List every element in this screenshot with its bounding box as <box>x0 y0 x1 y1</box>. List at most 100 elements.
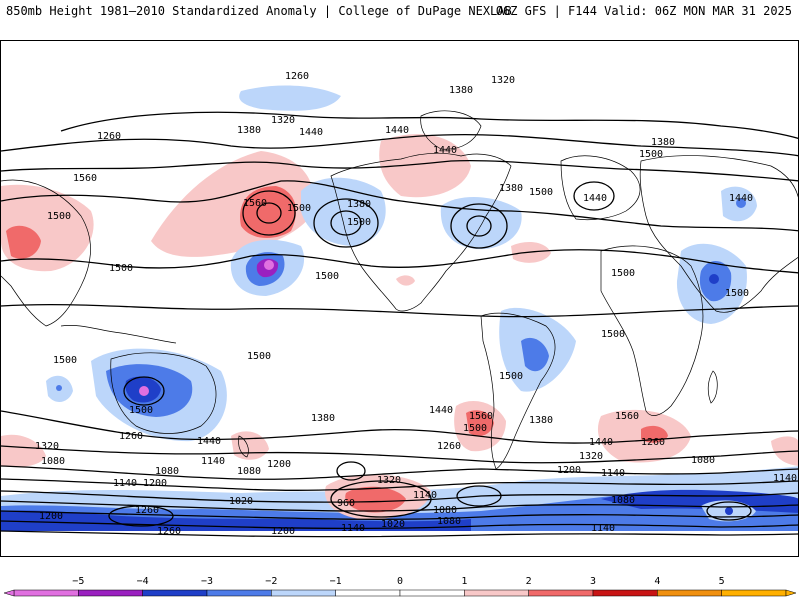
south-atlantic-strong-positive <box>466 410 494 436</box>
contour-1560-south <box>1 410 798 444</box>
contour-label: 1500 <box>53 355 77 366</box>
colorbar-segment <box>592 589 658 597</box>
colorbar-segment <box>721 589 787 597</box>
contour-west-antarctic-low <box>108 505 174 527</box>
contour-1080-south <box>1 530 798 538</box>
contour-label: 1140 <box>341 523 365 534</box>
colorbar-tick-label: 5 <box>719 576 725 587</box>
contour-label: 1080 <box>155 466 179 477</box>
colorbar-segment <box>206 589 272 597</box>
contour-label: 1500 <box>611 268 635 279</box>
north-america-negative <box>440 196 522 250</box>
east-siberia-strong-positive <box>6 225 41 259</box>
contour-label: 1500 <box>129 405 153 416</box>
anomaly-shading <box>1 85 798 556</box>
contour-label: 1500 <box>463 423 487 434</box>
contour-1440-south <box>1 465 798 480</box>
colorbar-tick-label: 3 <box>590 576 596 587</box>
contour-label: 1380 <box>347 199 371 210</box>
contour-label: 1320 <box>377 475 401 486</box>
contour-label: 1500 <box>725 288 749 299</box>
northeast-asia-low-center <box>736 198 746 208</box>
contour-label: 1260 <box>641 437 665 448</box>
contour-label: 1140 <box>113 478 137 489</box>
contour-1440-north <box>1 180 798 232</box>
indonesia-coast <box>60 325 177 344</box>
contour-label: 1200 <box>267 459 291 470</box>
contour-label: 1380 <box>529 415 553 426</box>
contour-label: 1380 <box>311 413 335 424</box>
colorbar-tick-label: −1 <box>330 576 342 587</box>
contour-label: 1320 <box>35 441 59 452</box>
contour-south-pacific-low <box>330 480 432 518</box>
contour-label: 1200 <box>143 478 167 489</box>
contour-label: 1500 <box>499 371 523 382</box>
contour-hudson-low-inner <box>466 215 492 237</box>
contour-label: 1440 <box>433 145 457 156</box>
contour-1200-south <box>1 510 798 520</box>
contour-label: 1440 <box>197 436 221 447</box>
contour-1500-south <box>1 445 798 464</box>
colorbar-segment <box>142 589 208 597</box>
contour-alaska-low-inner <box>330 210 362 236</box>
contour-label: 960 <box>337 498 355 509</box>
subtropical-pacific-low-center <box>264 260 274 270</box>
contour-label: 1260 <box>157 526 181 537</box>
contour-label: 1380 <box>651 137 675 148</box>
contour-label: 1500 <box>315 271 339 282</box>
contour-label: 1560 <box>469 411 493 422</box>
contour-label: 1500 <box>347 217 371 228</box>
contour-label: 1500 <box>47 211 71 222</box>
colorbar-tick-label: 0 <box>397 576 403 587</box>
colorbar-tick-label: −5 <box>72 576 84 587</box>
contour-label: 1140 <box>591 523 615 534</box>
colorbar-segment <box>13 589 79 597</box>
contour-label: 1500 <box>601 329 625 340</box>
contour-label: 1260 <box>285 71 309 82</box>
contour-label: 1440 <box>385 125 409 136</box>
contour-1320-north <box>1 133 798 157</box>
contour-siberia-low <box>573 181 615 211</box>
contour-label: 1440 <box>589 437 613 448</box>
contour-label: 1380 <box>449 85 473 96</box>
colorbar-segment <box>657 589 722 597</box>
contour-label: 1380 <box>499 183 523 194</box>
contour-label: 1200 <box>271 526 295 537</box>
contour-label: 1380 <box>237 125 261 136</box>
colorbar-segment <box>464 589 529 597</box>
contour-label: 1260 <box>437 441 461 452</box>
colorbar-tick-label: −2 <box>265 576 277 587</box>
north-pacific-strong-positive <box>240 186 296 238</box>
colorbar-segment <box>78 589 143 597</box>
madagascar-coast <box>707 370 718 404</box>
southwest-pacific-positive <box>1 434 46 468</box>
colorbar-ticks: −5 −4 −3 −2 −1 0 1 2 3 4 5 <box>72 576 724 587</box>
contour-label: 1080 <box>433 505 457 516</box>
contour-1320-south <box>1 490 798 503</box>
colorbar-tick-label: 1 <box>461 576 467 587</box>
asia-low-center <box>709 274 719 284</box>
australia-low-center <box>139 386 149 396</box>
contour-label: 1560 <box>243 198 267 209</box>
colorbar-tick-label: 4 <box>654 576 660 587</box>
colorbar-min-arrow <box>3 589 15 597</box>
tasman-positive <box>231 431 269 460</box>
contour-1140-south <box>1 520 798 530</box>
contour-hudson-low <box>450 203 508 249</box>
arctic-negative-anomaly <box>239 85 341 111</box>
coastlines <box>1 110 798 470</box>
colorbar-max-arrow <box>785 589 797 597</box>
contour-label: 1080 <box>41 456 65 467</box>
south-america-coast <box>480 312 556 470</box>
contour-label: 1440 <box>299 127 323 138</box>
contour-label: 1140 <box>601 468 625 479</box>
colorbar-segment <box>271 589 336 597</box>
anomaly-colorbar: −5 −4 −3 −2 −1 0 1 2 3 4 5 <box>3 576 797 597</box>
contour-label: 1500 <box>109 263 133 274</box>
contour-label: 1080 <box>691 455 715 466</box>
contour-label: 1500 <box>287 203 311 214</box>
east-asia-coast <box>1 179 91 327</box>
contour-label: 1320 <box>579 451 603 462</box>
contour-indian-low <box>706 501 752 521</box>
contour-label: 1080 <box>437 516 461 527</box>
